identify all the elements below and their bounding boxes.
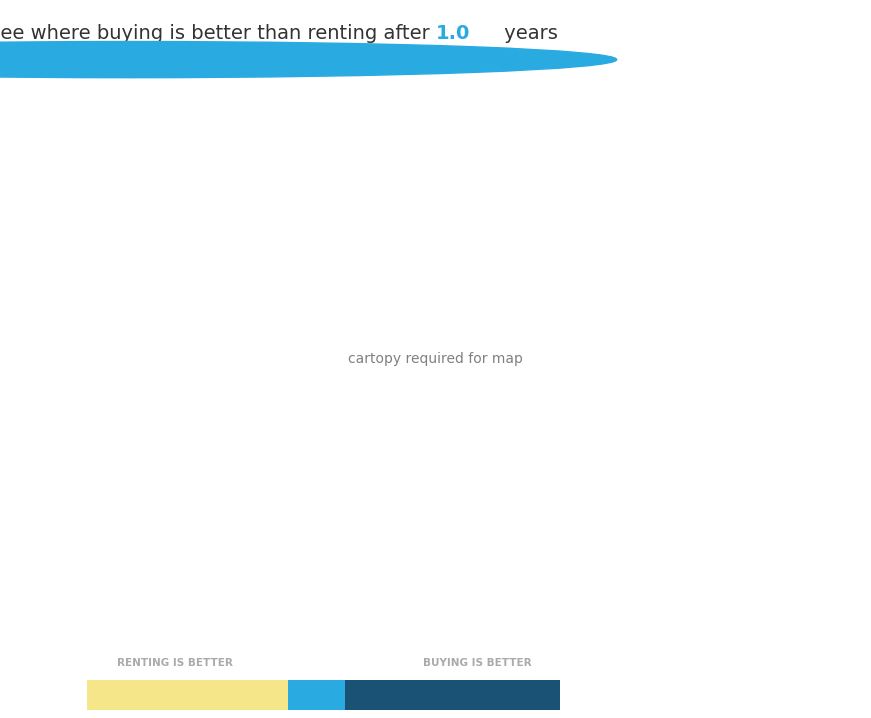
Circle shape [0,42,617,78]
Text: See where buying is better than renting after: See where buying is better than renting … [0,24,436,43]
Text: years: years [497,24,557,43]
Text: RENTING IS BETTER: RENTING IS BETTER [117,658,233,668]
FancyBboxPatch shape [87,680,288,709]
FancyBboxPatch shape [129,56,456,62]
Text: BUYING IS BETTER: BUYING IS BETTER [423,658,532,668]
Text: 1.0: 1.0 [436,24,469,43]
FancyBboxPatch shape [288,680,345,709]
FancyBboxPatch shape [345,680,560,709]
Text: cartopy required for map: cartopy required for map [348,352,523,366]
